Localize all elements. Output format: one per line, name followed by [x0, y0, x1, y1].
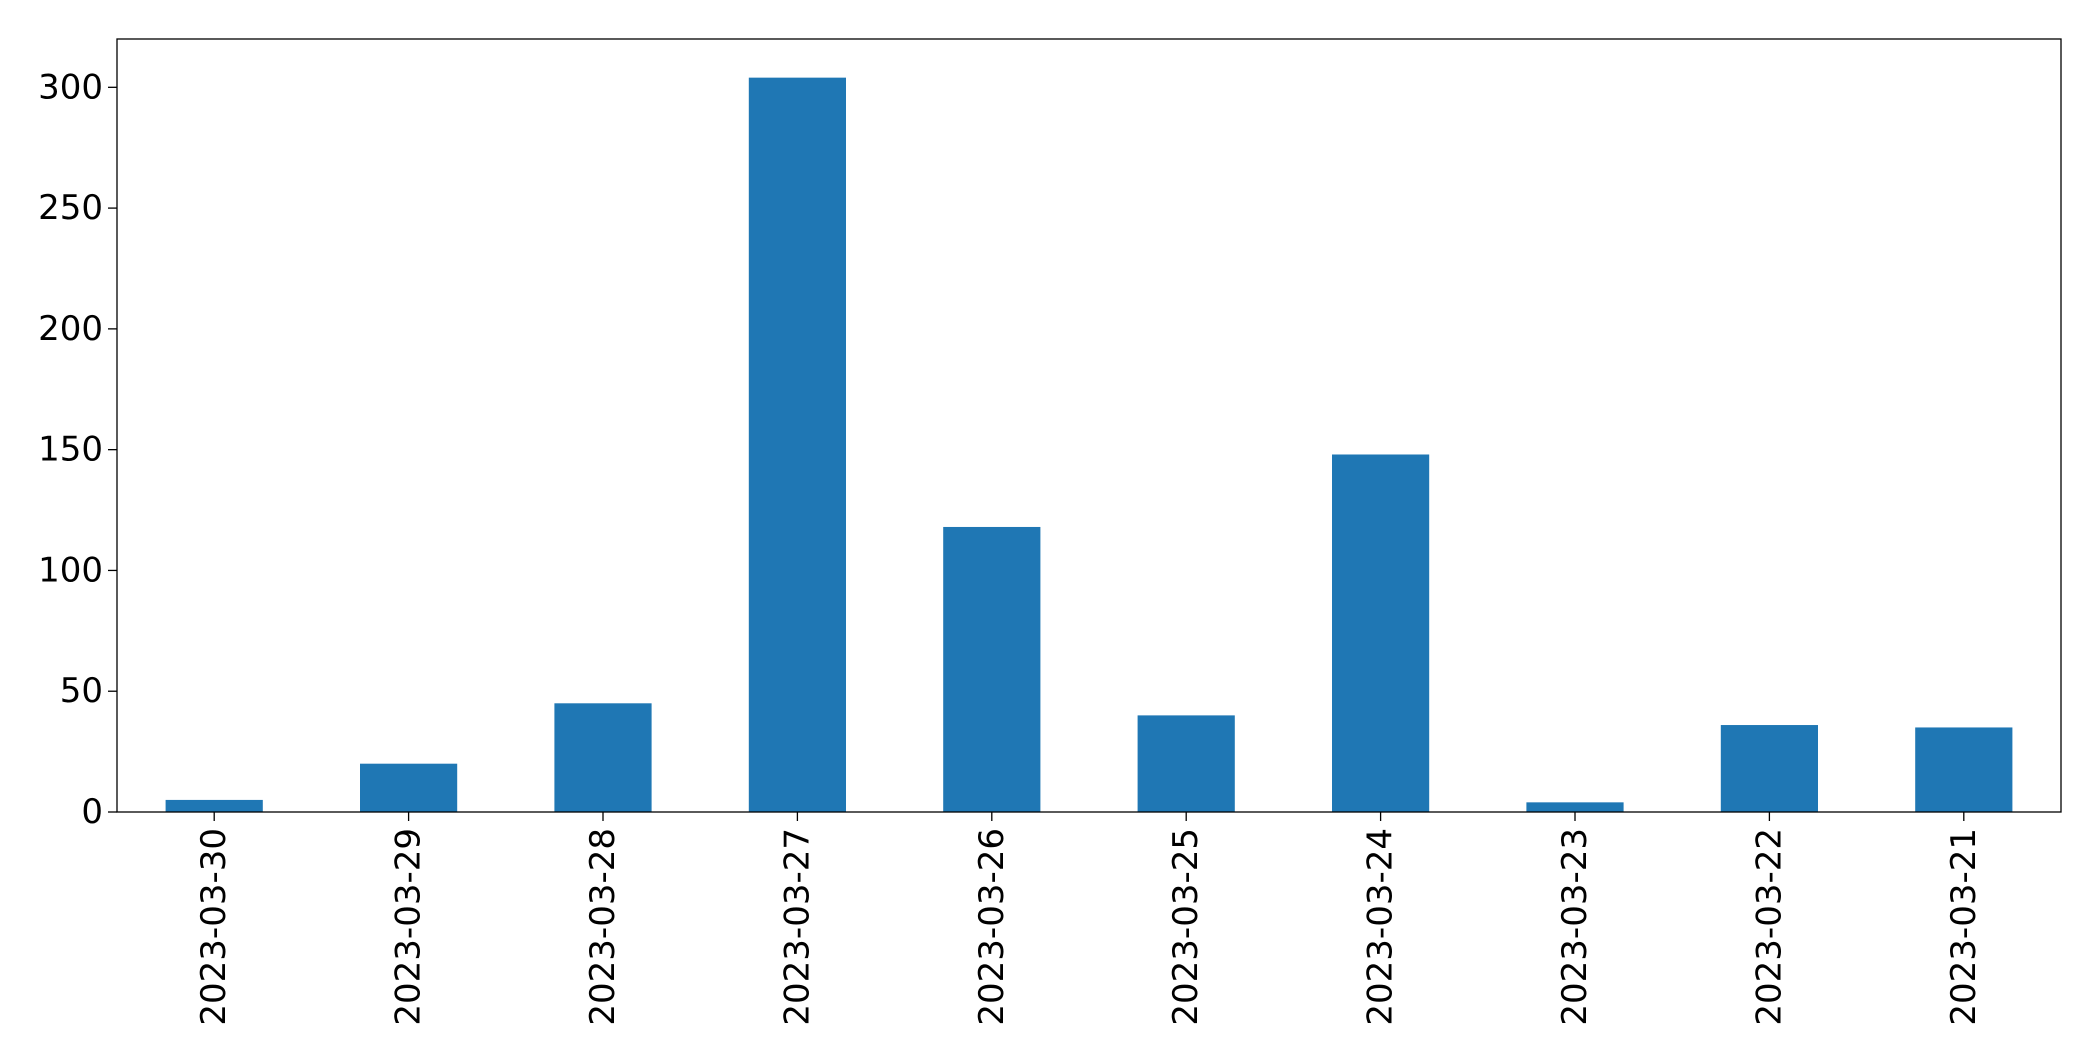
y-tick-label: 150 [38, 430, 103, 470]
x-tick-label-2023-03-22: 2023-03-22 [1749, 828, 1789, 1026]
bar-2023-03-27 [748, 77, 846, 812]
bars-layer [165, 77, 2013, 813]
bar-2023-03-24 [1332, 454, 1430, 812]
x-axis: 2023-03-30 2023-03-29 2023-03-28 2023-03-27… [194, 812, 1984, 1026]
x-tick-label-2023-03-23: 2023-03-23 [1555, 828, 1595, 1026]
bar-2023-03-30 [165, 799, 263, 812]
y-tick-label: 200 [38, 309, 103, 349]
x-tick-label-2023-03-29: 2023-03-29 [389, 828, 429, 1026]
bar-2023-03-25 [1137, 715, 1235, 813]
bar-2023-03-29 [360, 763, 458, 812]
y-tick-label: 50 [60, 671, 103, 711]
y-tick-label: 100 [38, 550, 103, 590]
bar-2023-03-23 [1526, 802, 1624, 812]
plot-frame [116, 38, 2062, 813]
bar-2023-03-21 [1915, 727, 2013, 812]
bar-2023-03-28 [554, 703, 652, 812]
x-tick-label-2023-03-28: 2023-03-28 [583, 828, 623, 1026]
y-tick-label: 300 [38, 67, 103, 107]
x-tick-label-2023-03-26: 2023-03-26 [972, 828, 1012, 1026]
bar-2023-03-22 [1720, 725, 1818, 812]
x-tick-label-2023-03-27: 2023-03-27 [777, 828, 817, 1026]
y-tick-label: 0 [81, 792, 103, 832]
y-tick-label: 250 [38, 188, 103, 228]
x-tick-label-2023-03-21: 2023-03-21 [1944, 828, 1984, 1026]
y-axis: 0 50 100 150 200 250 300 [38, 67, 117, 832]
bar-2023-03-26 [943, 526, 1041, 812]
x-tick-label-2023-03-30: 2023-03-30 [194, 828, 234, 1026]
x-tick-label-2023-03-24: 2023-03-24 [1361, 828, 1401, 1026]
x-tick-label-2023-03-25: 2023-03-25 [1166, 828, 1206, 1026]
